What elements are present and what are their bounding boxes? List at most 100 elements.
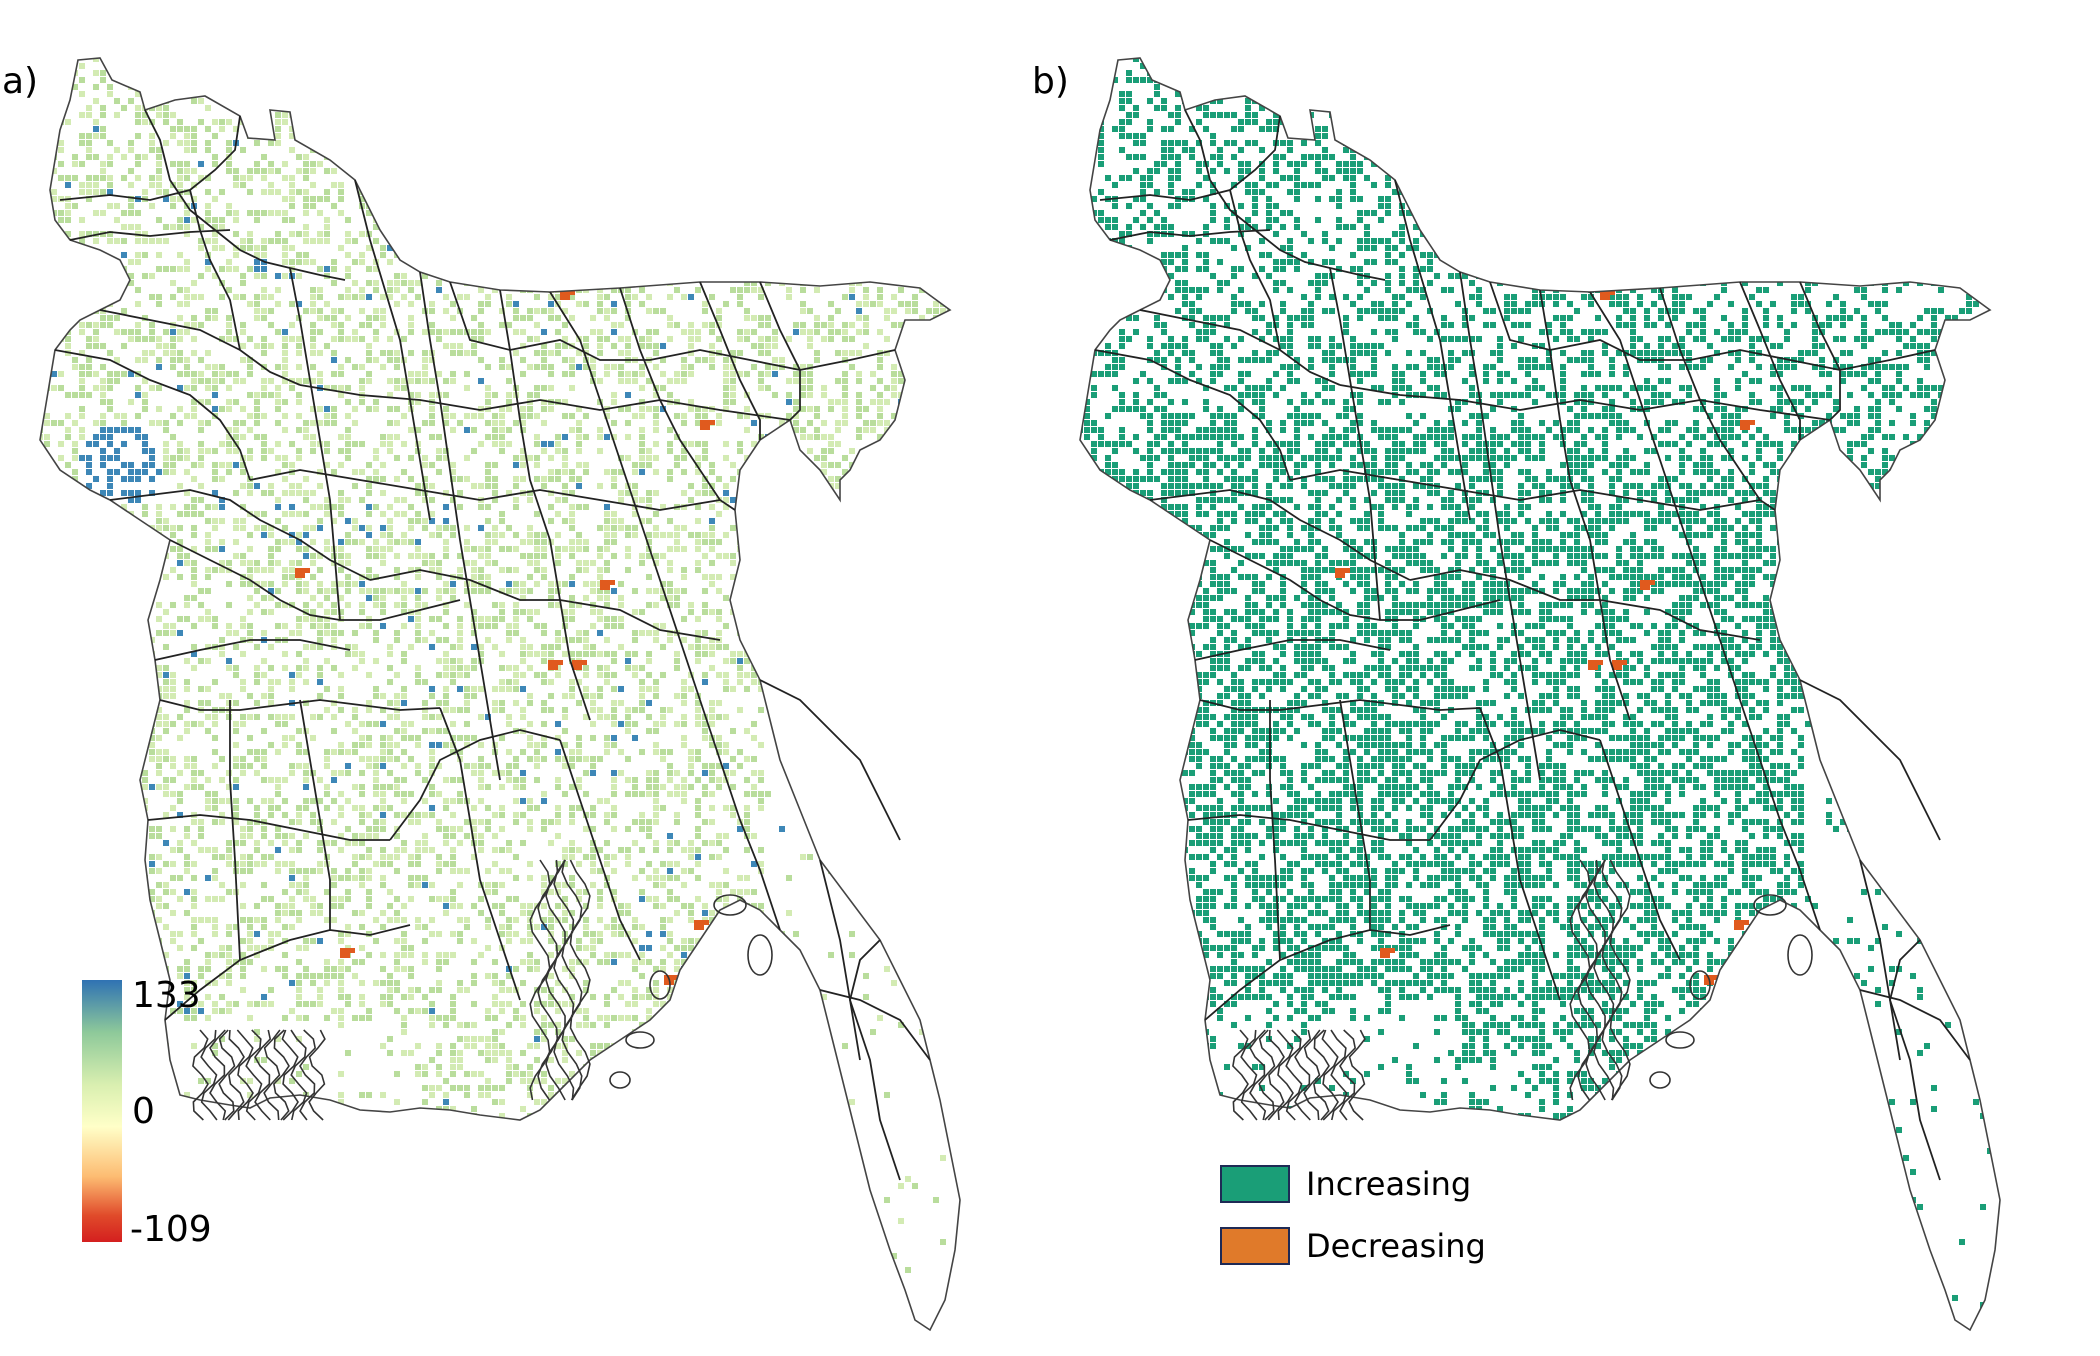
raster-cell <box>198 483 204 489</box>
raster-cell <box>639 182 645 188</box>
raster-cell <box>408 210 414 216</box>
raster-cell <box>814 609 820 615</box>
raster-cell <box>387 518 393 524</box>
raster-cell <box>317 644 323 650</box>
raster-cell <box>415 371 421 377</box>
raster-cell <box>905 371 911 377</box>
raster-cell <box>639 462 645 468</box>
raster-cell <box>205 539 211 545</box>
raster-cell <box>562 245 568 251</box>
raster-cell <box>541 567 547 573</box>
raster-cell <box>198 378 204 384</box>
raster-cell <box>534 63 540 69</box>
raster-cell <box>716 420 722 426</box>
raster-cell <box>429 420 435 426</box>
raster-cell <box>296 231 302 237</box>
raster-cell <box>177 182 183 188</box>
raster-cell <box>156 147 162 153</box>
raster-cell <box>289 441 295 447</box>
raster-cell <box>611 539 617 545</box>
raster-cell <box>702 539 708 545</box>
raster-cell <box>702 553 708 559</box>
raster-cell <box>310 112 316 118</box>
raster-cell <box>576 133 582 139</box>
raster-cell <box>443 203 449 209</box>
raster-cell <box>555 560 561 566</box>
raster-cell <box>443 651 449 657</box>
raster-cell <box>576 567 582 573</box>
raster-cell <box>856 98 862 104</box>
raster-cell <box>842 392 848 398</box>
raster-cell <box>464 672 470 678</box>
raster-cell <box>394 273 400 279</box>
raster-cell <box>93 609 99 615</box>
raster-cell <box>240 581 246 587</box>
raster-cell <box>58 672 64 678</box>
raster-cell <box>121 504 127 510</box>
raster-cell <box>471 427 477 433</box>
raster-cell <box>730 154 736 160</box>
raster-cell <box>562 322 568 328</box>
raster-cell <box>744 567 750 573</box>
raster-cell <box>520 644 526 650</box>
raster-cell <box>947 161 953 167</box>
raster-cell <box>373 210 379 216</box>
raster-cell <box>793 175 799 181</box>
raster-cell <box>800 140 806 146</box>
raster-cell <box>590 126 596 132</box>
raster-cell <box>58 161 64 167</box>
raster-cell <box>156 469 162 475</box>
raster-cell <box>653 350 659 356</box>
raster-cell <box>569 98 575 104</box>
raster-cell <box>527 588 533 594</box>
raster-cell <box>912 161 918 167</box>
raster-cell <box>380 546 386 552</box>
raster-cell <box>226 147 232 153</box>
raster-cell <box>121 420 127 426</box>
raster-cell <box>275 273 281 279</box>
raster-cell <box>100 581 106 587</box>
raster-cell <box>345 84 351 90</box>
raster-cell <box>674 378 680 384</box>
raster-cell <box>835 616 841 622</box>
raster-cell <box>51 224 57 230</box>
raster-cell <box>800 196 806 202</box>
raster-cell <box>352 336 358 342</box>
raster-cell <box>338 126 344 132</box>
raster-cell <box>268 140 274 146</box>
raster-cell <box>93 154 99 160</box>
raster-cell <box>352 112 358 118</box>
raster-cell <box>429 483 435 489</box>
raster-cell <box>317 371 323 377</box>
raster-cell <box>177 455 183 461</box>
raster-cell <box>247 84 253 90</box>
raster-cell <box>79 238 85 244</box>
raster-cell <box>415 623 421 629</box>
raster-cell <box>821 189 827 195</box>
raster-cell <box>548 364 554 370</box>
raster-cell <box>275 58 281 62</box>
raster-cell <box>177 630 183 636</box>
raster-cell <box>625 490 631 496</box>
raster-cell <box>44 308 50 314</box>
raster-cell <box>863 546 869 552</box>
raster-cell <box>499 665 505 671</box>
raster-cell <box>513 623 519 629</box>
raster-cell <box>226 336 232 342</box>
raster-cell <box>527 58 533 62</box>
raster-cell <box>730 224 736 230</box>
raster-cell <box>716 644 722 650</box>
raster-cell <box>205 574 211 580</box>
raster-cell <box>618 490 624 496</box>
raster-cell <box>562 280 568 286</box>
raster-cell <box>863 329 869 335</box>
raster-cell <box>933 532 939 538</box>
raster-cell <box>576 350 582 356</box>
raster-cell <box>618 406 624 412</box>
raster-cell <box>261 308 267 314</box>
raster-cell <box>233 77 239 83</box>
raster-cell <box>121 588 127 594</box>
raster-cell <box>345 217 351 223</box>
raster-cell <box>233 70 239 76</box>
raster-cell <box>93 623 99 629</box>
